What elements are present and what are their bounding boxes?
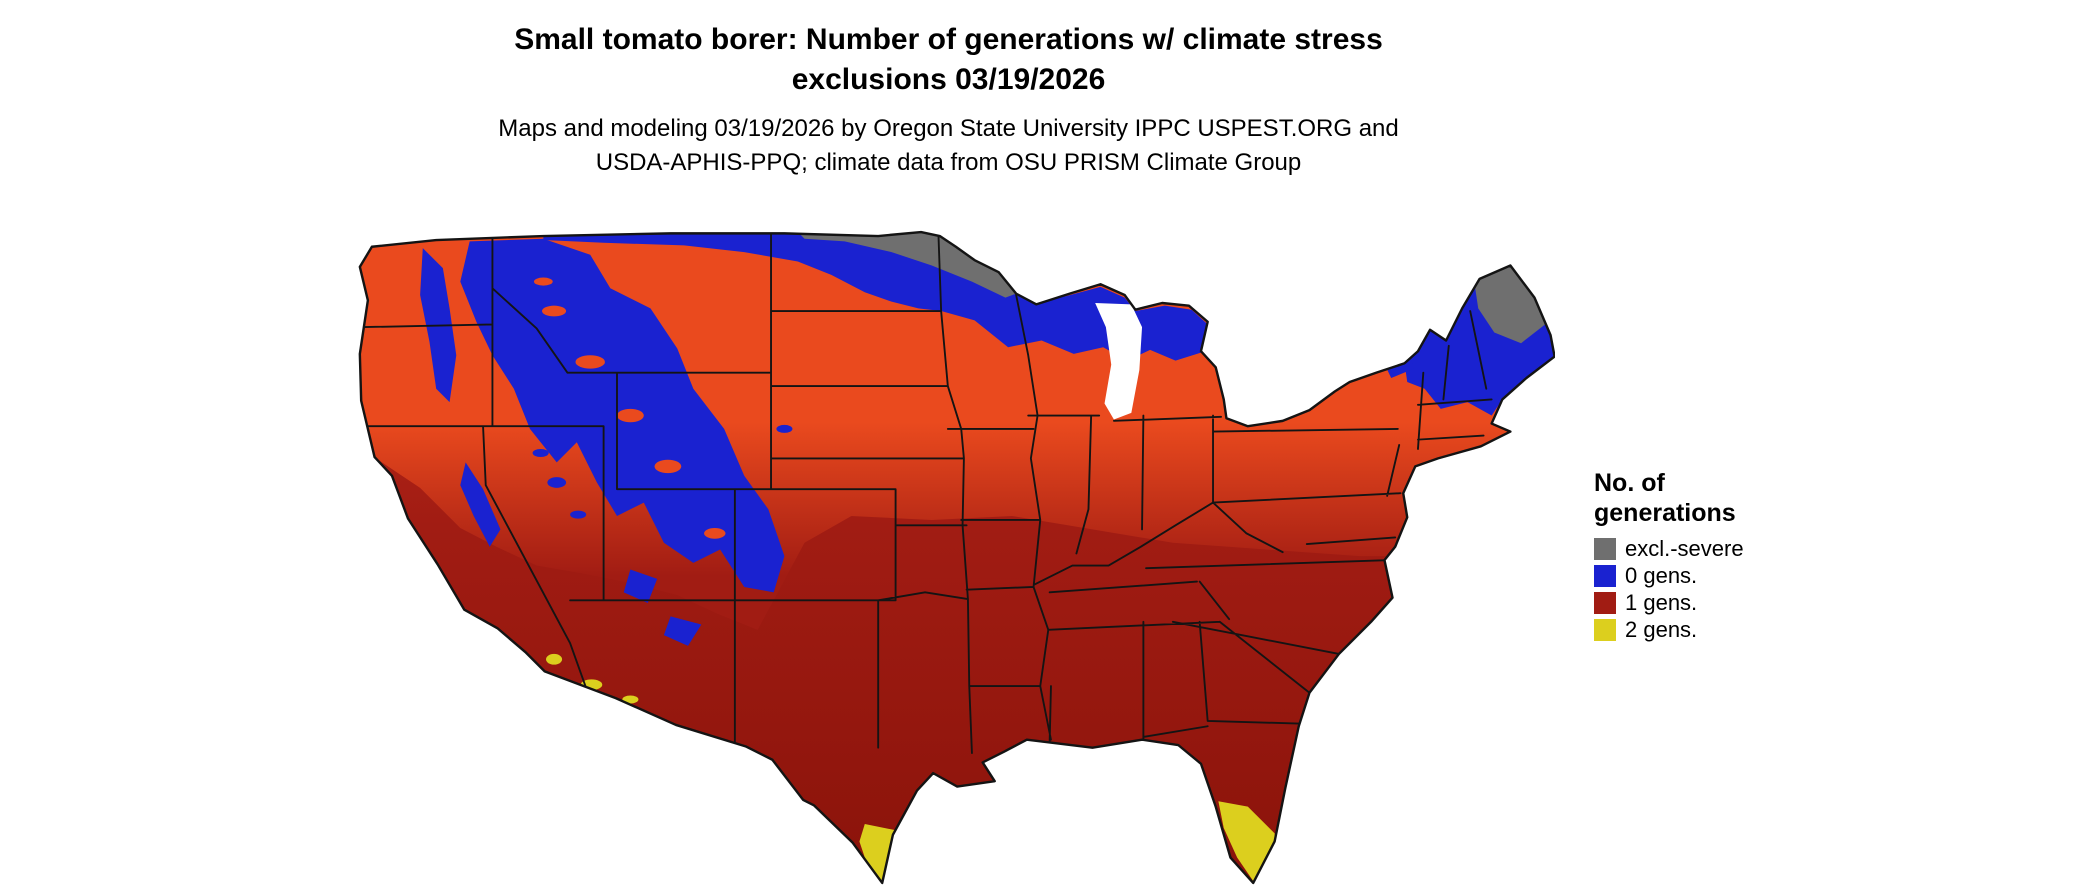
lake-michigan <box>1095 303 1143 420</box>
legend-item-0-gens: 0 gens. <box>1594 562 1854 588</box>
legend-title-line2: generations <box>1594 499 1736 527</box>
map-title: Small tomato borer: Number of generation… <box>342 20 1555 100</box>
region-2-gens-south-texas <box>859 824 899 883</box>
state-borders <box>362 233 1493 754</box>
region-0-gens-sierra <box>460 462 501 547</box>
valley-speck <box>704 528 726 539</box>
range-speck <box>570 510 587 519</box>
legend-item-2-gens: 2 gens. <box>1594 616 1854 642</box>
range-speck <box>776 424 793 433</box>
legend-items: excl.-severe 0 gens. 1 gens. 2 gens. <box>1594 535 1854 642</box>
map-subtitle-line1: Maps and modeling 03/19/2026 by Oregon S… <box>498 115 1399 142</box>
legend-item-1-gens: 1 gens. <box>1594 589 1854 615</box>
valley-speck <box>617 408 644 423</box>
map-title-line1: Small tomato borer: Number of generation… <box>514 23 1383 56</box>
legend-title-line1: No. of <box>1594 469 1665 497</box>
legend-swatch-2-gens <box>1594 618 1616 641</box>
us-map-svg <box>358 230 1555 885</box>
map-header: Small tomato borer: Number of generation… <box>342 20 1555 180</box>
region-excl-severe-maine <box>1474 265 1546 344</box>
valley-speck <box>575 355 605 369</box>
legend-label-1-gens: 1 gens. <box>1625 589 1698 615</box>
region-2-gens-south-florida <box>1218 801 1276 883</box>
valley-speck <box>654 459 682 474</box>
map-subtitle: Maps and modeling 03/19/2026 by Oregon S… <box>342 112 1555 180</box>
mottle-orange-valleys <box>533 277 726 539</box>
valley-speck <box>541 305 567 317</box>
map-title-line2: exclusions 03/19/2026 <box>791 63 1106 96</box>
legend-label-excl-severe: excl.-severe <box>1625 535 1744 561</box>
valley-speck <box>533 277 553 286</box>
mottle-blue-ranges <box>532 424 793 519</box>
legend-swatch-0-gens <box>1594 564 1616 587</box>
desert-spot <box>622 695 639 704</box>
region-0-gens-northern-tier <box>543 233 1208 361</box>
region-0-gens-utah-plateau <box>623 569 658 604</box>
region-excl-severe-north <box>797 232 1017 298</box>
map-subtitle-line2: USDA-APHIS-PPQ; climate data from OSU PR… <box>595 149 1302 176</box>
desert-spot <box>546 653 563 665</box>
range-speck <box>532 449 549 458</box>
legend-item-excl-severe: excl.-severe <box>1594 535 1854 561</box>
map-regions <box>359 232 1555 883</box>
legend-title: No. of generations <box>1594 468 1854 528</box>
range-speck <box>547 477 567 488</box>
us-generations-map <box>342 228 1555 891</box>
legend-swatch-1-gens <box>1594 591 1616 614</box>
us-outline <box>358 230 1555 885</box>
legend-swatch-excl-severe <box>1594 537 1616 560</box>
legend-label-2-gens: 2 gens. <box>1625 616 1698 642</box>
region-0-gens-mogollon <box>663 616 702 646</box>
legend: No. of generations excl.-severe 0 gens. … <box>1594 468 1854 645</box>
legend-label-0-gens: 0 gens. <box>1625 562 1698 588</box>
